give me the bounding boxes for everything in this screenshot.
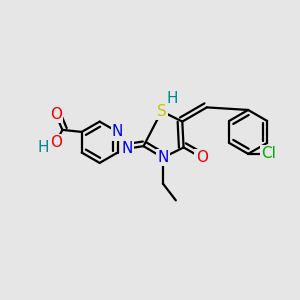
- Text: N: N: [112, 124, 123, 140]
- Text: N: N: [157, 150, 169, 165]
- Text: O: O: [196, 150, 208, 165]
- Text: H: H: [37, 140, 49, 155]
- Text: H: H: [166, 92, 178, 106]
- Text: O: O: [50, 135, 62, 150]
- Text: O: O: [50, 107, 62, 122]
- Text: Cl: Cl: [261, 146, 276, 161]
- Text: S: S: [157, 104, 166, 119]
- Text: N: N: [121, 141, 132, 156]
